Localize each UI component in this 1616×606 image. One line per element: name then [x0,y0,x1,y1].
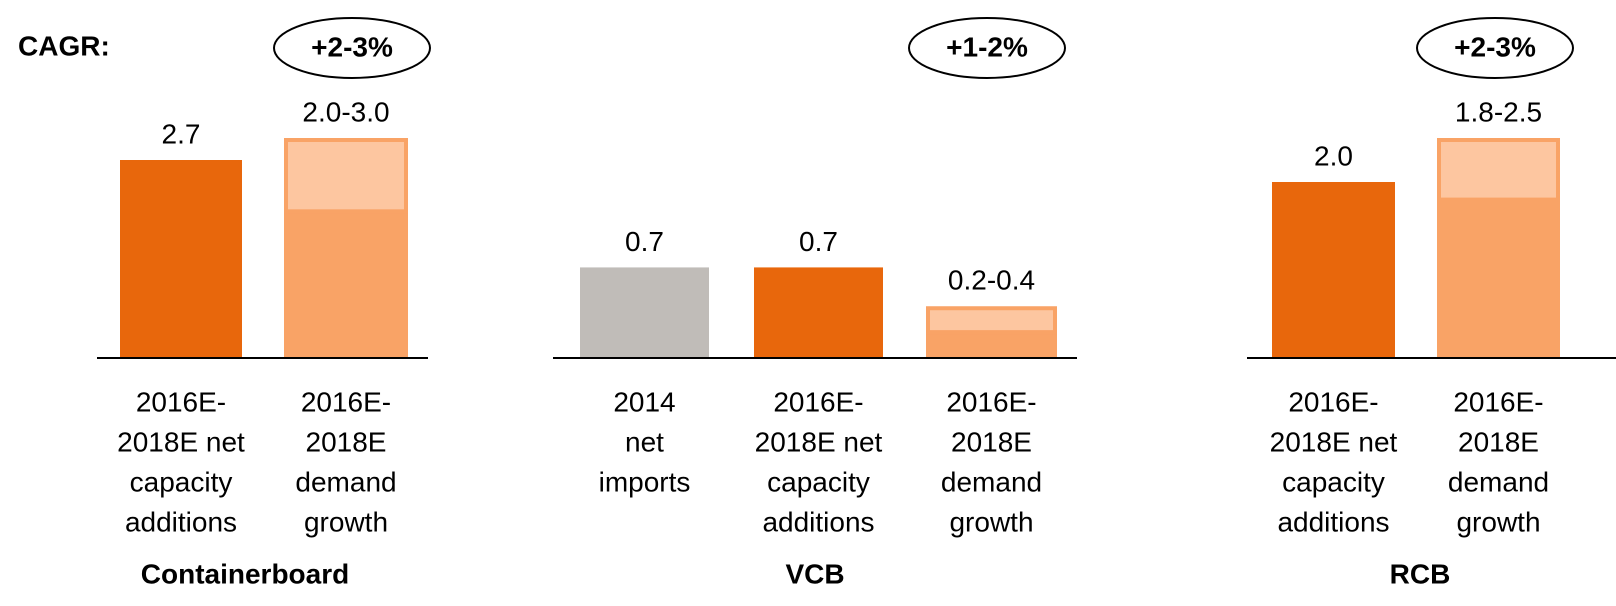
value-label: 1.8-2.5 [1455,96,1542,127]
category-label: net [625,426,664,457]
category-label: 2016E- [1288,386,1378,417]
category-label: additions [762,506,874,537]
bar [754,267,883,358]
category-label: additions [1277,506,1389,537]
bar [1272,182,1395,358]
value-label: 0.7 [799,226,838,257]
category-label: capacity [130,466,233,497]
value-label: 2.0 [1314,140,1353,171]
cagr-label: CAGR: [18,30,110,61]
panel-title: VCB [785,558,844,589]
category-label: 2016E- [1453,386,1543,417]
category-label: 2016E- [301,386,391,417]
cagr-ellipse [273,17,431,79]
value-label: 0.7 [625,226,664,257]
bar [120,160,242,358]
category-label: capacity [1282,466,1385,497]
value-label: 2.0-3.0 [302,96,389,127]
category-label: 2018E net [117,426,245,457]
value-label: 0.2-0.4 [948,265,1035,296]
cagr-value: +1-2% [946,31,1028,62]
category-label: demand [1448,466,1549,497]
category-label: 2018E net [1270,426,1398,457]
category-label: 2016E- [946,386,1036,417]
category-label: 2018E net [755,426,883,457]
category-label: 2014 [613,386,675,417]
range-bar [1437,138,1560,202]
bar [1437,199,1560,358]
bar [926,332,1057,358]
category-label: imports [599,466,691,497]
range-bar [284,138,408,214]
bar [580,267,709,358]
category-label: 2016E- [136,386,226,417]
cagr-value: +2-3% [311,31,393,62]
category-label: capacity [767,466,870,497]
category-label: growth [949,506,1033,537]
bar [284,211,408,358]
range-bar [926,306,1057,335]
category-label: 2016E- [773,386,863,417]
cagr-ellipse [1416,17,1574,79]
category-label: additions [125,506,237,537]
cagr-value: +2-3% [1454,31,1536,62]
category-label: demand [941,466,1042,497]
panel-title: RCB [1390,558,1451,589]
category-label: demand [295,466,396,497]
category-label: growth [304,506,388,537]
category-label: 2018E [951,426,1032,457]
cagr-ellipse [908,17,1066,79]
category-label: 2018E [1458,426,1539,457]
category-label: 2018E [306,426,387,457]
panel-title: Containerboard [141,558,349,589]
value-label: 2.7 [162,118,201,149]
category-label: growth [1456,506,1540,537]
